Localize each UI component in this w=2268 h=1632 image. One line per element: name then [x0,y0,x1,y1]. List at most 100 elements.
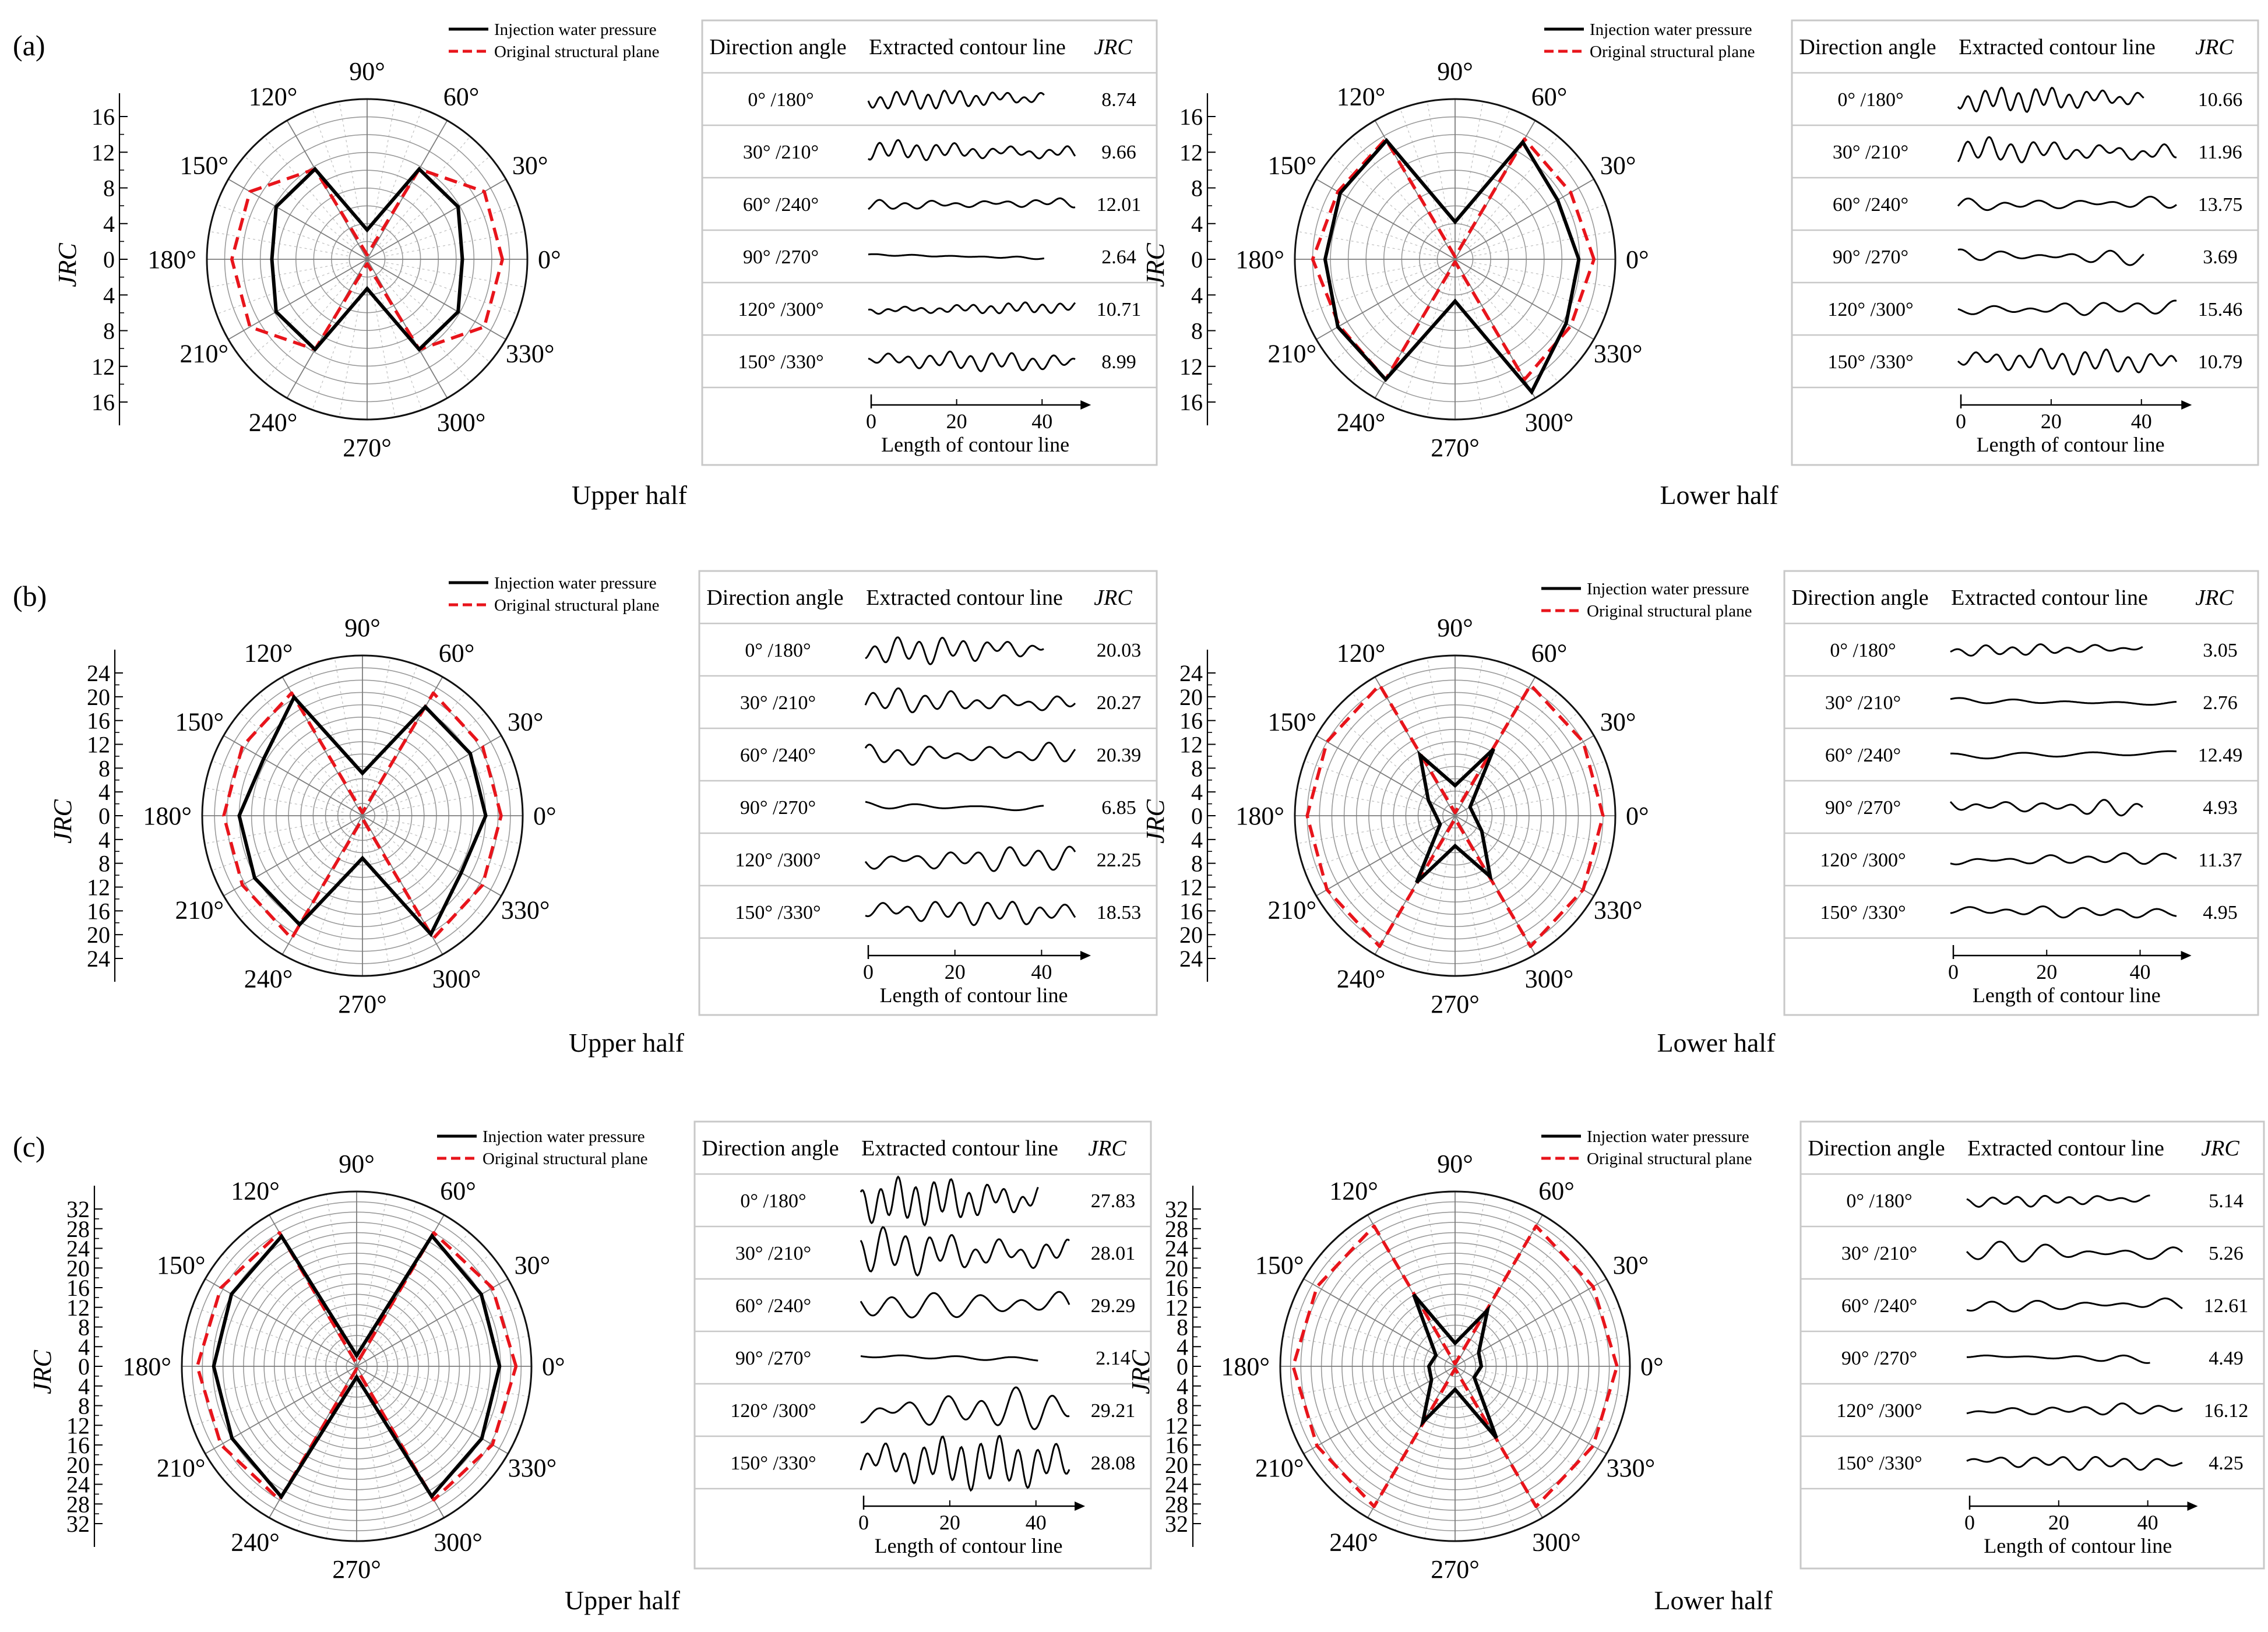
jrc-tick-label: 0 [103,246,115,273]
panel-caption: Upper half [569,1028,685,1058]
jrc-tick-label: 16 [1179,104,1203,130]
table-cell-jrc: 8.99 [1101,351,1136,373]
table-contour-profile [860,1291,1070,1319]
length-axis-tick-label: 40 [1026,1511,1047,1534]
length-axis-arrow [2181,951,2192,960]
minor-spoke [216,204,350,253]
minor-spoke [1297,787,1436,813]
table-contour-profile [864,687,1076,714]
angle-label: 60° [1531,639,1568,667]
jrc-tick-label: 12 [1179,139,1203,165]
table-cell-jrc: 27.83 [1091,1190,1136,1212]
table-header-direction: Direction angle [702,1136,839,1161]
jrc-tick-label: 8 [1191,755,1203,781]
table-contour-profile [1950,905,2177,919]
minor-spoke [1400,277,1449,410]
length-axis-tick-label: 20 [946,410,967,433]
jrc-tick-label: 28 [1165,1491,1188,1517]
outer-circle [1279,1190,1631,1542]
angle-label: 270° [343,433,392,462]
table-contour-profile [860,1354,1038,1362]
table-cell-jrc: 4.49 [2209,1348,2244,1369]
table-cell-jrc: 5.14 [2209,1190,2244,1212]
jrc-tick-label: 4 [103,282,115,308]
angle-label: 180° [1235,245,1284,274]
minor-spoke [222,1379,341,1479]
table-cell-direction: 120° /300° [730,1400,816,1422]
jrc-tick-label: 4 [1191,211,1203,237]
table-cell-jrc: 20.03 [1097,640,1142,661]
jrc-tick-label: 4 [1191,827,1203,853]
minor-spoke [1458,1387,1486,1539]
angle-label: 330° [501,896,550,925]
jrc-tick-label: 0 [1191,246,1203,273]
minor-spoke [1332,271,1441,363]
row-label-a: (a) [13,29,45,62]
minor-spoke [244,271,353,363]
angle-label: 330° [1594,896,1643,925]
jrc-tick-label: 16 [1165,1275,1188,1301]
angle-label: 120° [1337,639,1386,667]
legend-injection-label: Injection water pressure [483,1127,645,1146]
minor-spoke [1474,1373,1620,1427]
minor-spoke [363,1201,417,1347]
jrc-tick-label: 8 [98,851,110,877]
panel-b-lower-half: 0° 30° 60° 90° 120° 150° 180° 210° 240° 270° 300° 3… [1141,570,2259,1058]
length-axis-tick-label: 0 [1948,960,1959,984]
minor-spoke [1468,1232,1568,1351]
minor-spoke [212,760,345,810]
table-cell-direction: 90° /270° [740,797,816,819]
table-header-direction: Direction angle [1799,35,1936,59]
length-axis-tick-label: 0 [1964,1511,1975,1534]
minor-spoke [1475,1369,1628,1397]
minor-spoke [381,819,520,844]
table-cell-jrc: 4.93 [2203,797,2238,819]
jrc-tick-label: 12 [1179,732,1203,758]
legend-original-label: Original structural plane [494,43,659,61]
minor-spoke [1332,827,1441,919]
table-cell-jrc: 4.95 [2203,902,2238,923]
jrc-tick-label: 12 [66,1412,90,1439]
spoke [1455,735,1594,816]
row-label-c: (c) [13,1130,45,1163]
minor-spoke [1458,658,1484,797]
minor-spoke [1467,273,1559,383]
table-cell-direction: 0° /180° [745,640,811,661]
jrc-tick-label: 32 [66,1196,90,1222]
minor-spoke [1394,1386,1449,1531]
angle-label: 270° [1431,433,1480,462]
jrc-tick-label: 16 [1165,1432,1188,1458]
table-contour-profile [1957,196,2177,212]
minor-spoke [1283,1335,1435,1363]
jrc-tick-label: 4 [98,779,110,805]
angle-label: 150° [1255,1251,1304,1279]
minor-spoke [369,1232,470,1351]
table-contour-profile [865,801,1044,812]
minor-spoke [1394,1201,1449,1347]
minor-spoke [296,1386,350,1531]
table-contour-profile [865,636,1044,665]
table-cell-direction: 90° /270° [735,1348,811,1369]
length-axis-tick-label: 20 [2036,960,2057,984]
minor-spoke [363,1386,417,1531]
panel-a-lower-half: 0° 30° 60° 90° 120° 150° 180° 210° 240° 270° 300° 3… [1141,19,2259,510]
table-contour-profile [868,253,1045,260]
minor-spoke [376,1306,522,1360]
length-axis-arrow [2181,400,2192,410]
angle-label: 330° [1594,340,1643,368]
table-contour-profile [860,1434,1070,1492]
jrc-tick-label: 24 [66,1472,90,1498]
jrc-tick-label: 20 [66,1255,90,1281]
minor-spoke [1461,833,1510,967]
table-box [1799,1120,2265,1570]
table-header-direction: Direction angle [1808,1136,1945,1161]
jrc-tick-label: 4 [103,211,115,237]
angle-label: 150° [1267,151,1316,180]
table-cell-jrc: 20.27 [1097,692,1142,714]
minor-spoke [1304,204,1438,253]
jrc-tick-label: 24 [1165,1236,1188,1262]
panel-a-upper-half: 0° 30° 60° 90° 120° 150° 180° 210° 240° 270° 300° 3… [53,19,1158,510]
table-box [693,1120,1152,1570]
table-cell-direction: 60° /240° [740,745,816,766]
minor-spoke [239,827,348,919]
